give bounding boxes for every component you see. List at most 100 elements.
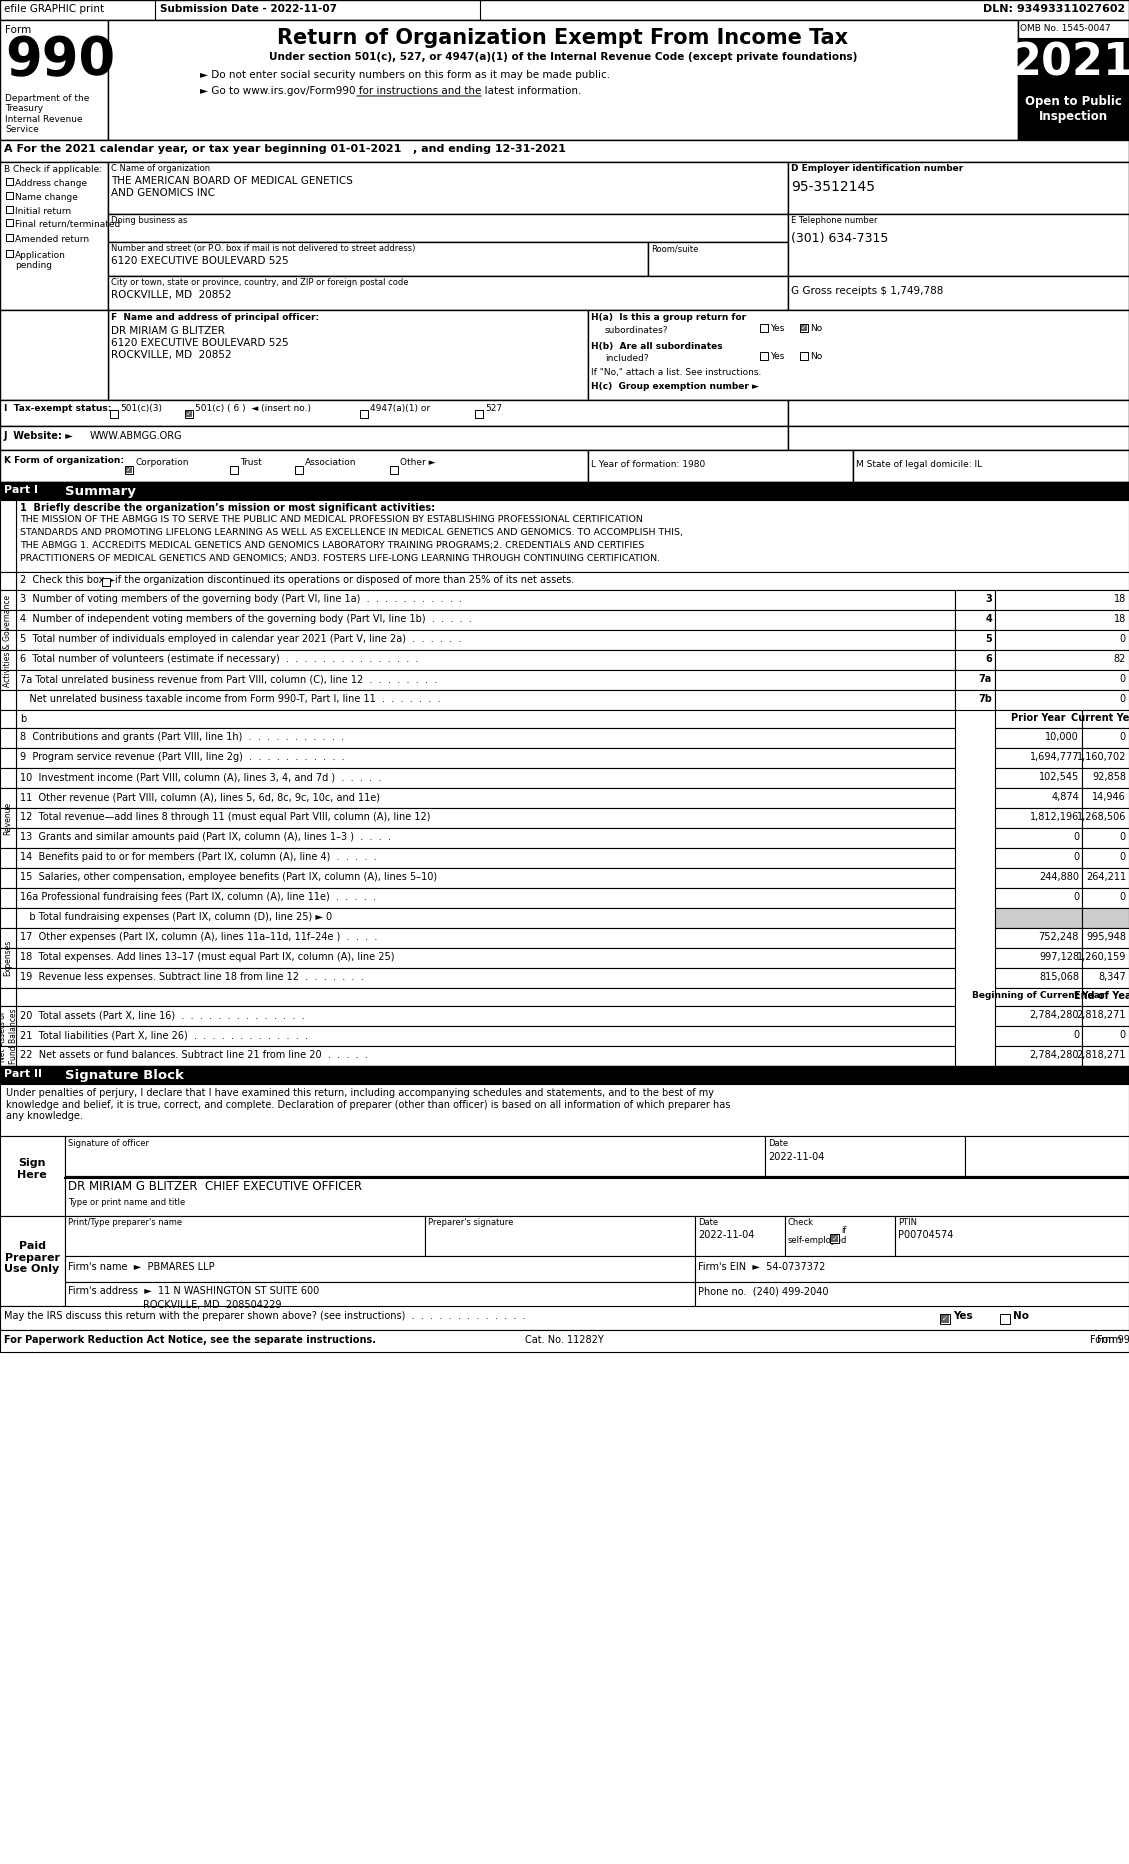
Bar — [0, 1331, 1129, 1351]
Bar — [230, 466, 238, 473]
Bar — [16, 887, 955, 908]
Text: ✓: ✓ — [126, 468, 132, 473]
Bar — [0, 949, 16, 967]
Bar — [110, 410, 119, 418]
Text: 0: 0 — [1120, 831, 1126, 843]
Text: 997,128: 997,128 — [1039, 953, 1079, 962]
Text: 4947(a)(1) or: 4947(a)(1) or — [370, 404, 430, 414]
Bar — [0, 669, 16, 690]
Text: Paid
Preparer
Use Only: Paid Preparer Use Only — [5, 1241, 60, 1275]
Text: 18: 18 — [1113, 595, 1126, 604]
Text: Room/suite: Room/suite — [651, 244, 699, 254]
Bar — [16, 908, 955, 928]
Bar — [16, 928, 955, 949]
Text: 2022-11-04: 2022-11-04 — [768, 1152, 824, 1161]
Text: 14,946: 14,946 — [1092, 792, 1126, 802]
Text: 17  Other expenses (Part IX, column (A), lines 11a–11d, 11f–24e )  .  .  .  .: 17 Other expenses (Part IX, column (A), … — [20, 932, 377, 941]
Text: 102,545: 102,545 — [1039, 772, 1079, 783]
Bar — [16, 967, 955, 988]
Text: Date: Date — [698, 1217, 718, 1227]
Text: Prior Year: Prior Year — [1012, 714, 1066, 723]
Text: 7b: 7b — [978, 693, 992, 705]
Text: Phone no.  (240) 499-2040: Phone no. (240) 499-2040 — [698, 1286, 829, 1295]
Text: Other ►: Other ► — [400, 459, 436, 468]
Text: Amended return: Amended return — [15, 235, 89, 244]
Text: Department of the
Treasury
Internal Revenue
Service: Department of the Treasury Internal Reve… — [5, 93, 89, 134]
Bar — [995, 967, 1082, 988]
Text: 18: 18 — [1113, 613, 1126, 624]
Text: THE MISSION OF THE ABMGG IS TO SERVE THE PUBLIC AND MEDICAL PROFESSION BY ESTABL: THE MISSION OF THE ABMGG IS TO SERVE THE… — [20, 514, 642, 524]
Bar — [695, 1282, 1129, 1316]
Bar — [6, 235, 14, 240]
Bar — [0, 651, 16, 669]
Bar — [1082, 788, 1129, 807]
Bar — [0, 788, 16, 807]
Bar — [0, 572, 16, 591]
Bar — [955, 610, 995, 630]
Bar — [995, 928, 1082, 949]
Bar — [0, 500, 16, 572]
Bar — [0, 0, 1129, 21]
Text: 95-3512145: 95-3512145 — [791, 181, 875, 194]
Text: Open to Public
Inspection: Open to Public Inspection — [1024, 95, 1121, 123]
Text: 6  Total number of volunteers (estimate if necessary)  .  .  .  .  .  .  .  .  .: 6 Total number of volunteers (estimate i… — [20, 654, 419, 664]
Bar — [0, 1007, 16, 1025]
Bar — [0, 869, 16, 887]
Bar — [995, 729, 1082, 747]
Bar — [1082, 988, 1129, 1007]
Text: G Gross receipts $ 1,749,788: G Gross receipts $ 1,749,788 — [791, 285, 944, 296]
Text: 8,347: 8,347 — [1099, 971, 1126, 982]
Text: Signature of officer: Signature of officer — [68, 1139, 149, 1148]
Bar — [1018, 91, 1129, 140]
Bar — [1082, 887, 1129, 908]
Bar — [1018, 21, 1129, 140]
Text: ROCKVILLE, MD  208504229: ROCKVILLE, MD 208504229 — [68, 1299, 281, 1310]
Text: Yes: Yes — [770, 324, 785, 334]
Bar — [800, 324, 807, 332]
Bar — [1082, 967, 1129, 988]
Text: City or town, state or province, country, and ZIP or foreign postal code: City or town, state or province, country… — [111, 278, 409, 287]
Bar — [788, 401, 1129, 427]
Bar — [1018, 37, 1129, 91]
Bar — [995, 848, 1082, 869]
Text: 527: 527 — [485, 404, 502, 414]
Text: efile GRAPHIC print: efile GRAPHIC print — [5, 4, 104, 15]
Text: 13  Grants and similar amounts paid (Part IX, column (A), lines 1–3 )  .  .  .  : 13 Grants and similar amounts paid (Part… — [20, 831, 391, 843]
Text: No: No — [1013, 1310, 1029, 1322]
Bar — [995, 828, 1082, 848]
Bar — [65, 1282, 695, 1316]
Text: 0: 0 — [1120, 693, 1126, 705]
Text: Net unrelated business taxable income from Form 990-T, Part I, line 11  .  .  . : Net unrelated business taxable income fr… — [20, 693, 440, 705]
Bar — [760, 324, 768, 332]
Bar — [16, 610, 955, 630]
Bar — [0, 729, 16, 747]
Text: Form: Form — [1097, 1335, 1124, 1346]
Bar — [788, 427, 1129, 449]
Text: 0: 0 — [1120, 733, 1126, 742]
Text: ✓: ✓ — [186, 410, 192, 418]
Text: ROCKVILLE, MD  20852: ROCKVILLE, MD 20852 — [111, 350, 231, 360]
Bar — [6, 250, 14, 257]
Text: Form 990 (2021): Form 990 (2021) — [1089, 1335, 1129, 1346]
Text: L Year of formation: 1980: L Year of formation: 1980 — [590, 460, 706, 470]
Text: P00704574: P00704574 — [898, 1230, 953, 1240]
Bar — [995, 788, 1082, 807]
Bar — [1082, 949, 1129, 967]
Bar — [65, 1176, 1129, 1215]
Text: Part II: Part II — [5, 1068, 42, 1079]
Text: 2,818,271: 2,818,271 — [1076, 1049, 1126, 1061]
Text: 0: 0 — [1120, 893, 1126, 902]
Bar — [0, 848, 16, 869]
Bar — [955, 651, 995, 669]
Bar — [16, 807, 955, 828]
Bar — [65, 1256, 695, 1282]
Bar — [108, 309, 588, 401]
Bar — [0, 591, 16, 610]
Bar — [16, 630, 955, 651]
Bar — [0, 610, 16, 630]
Text: 14  Benefits paid to or for members (Part IX, column (A), line 4)  .  .  .  .  .: 14 Benefits paid to or for members (Part… — [20, 852, 377, 861]
Bar — [995, 651, 1129, 669]
Bar — [0, 928, 16, 949]
Bar — [108, 21, 1018, 140]
Bar — [16, 710, 955, 729]
